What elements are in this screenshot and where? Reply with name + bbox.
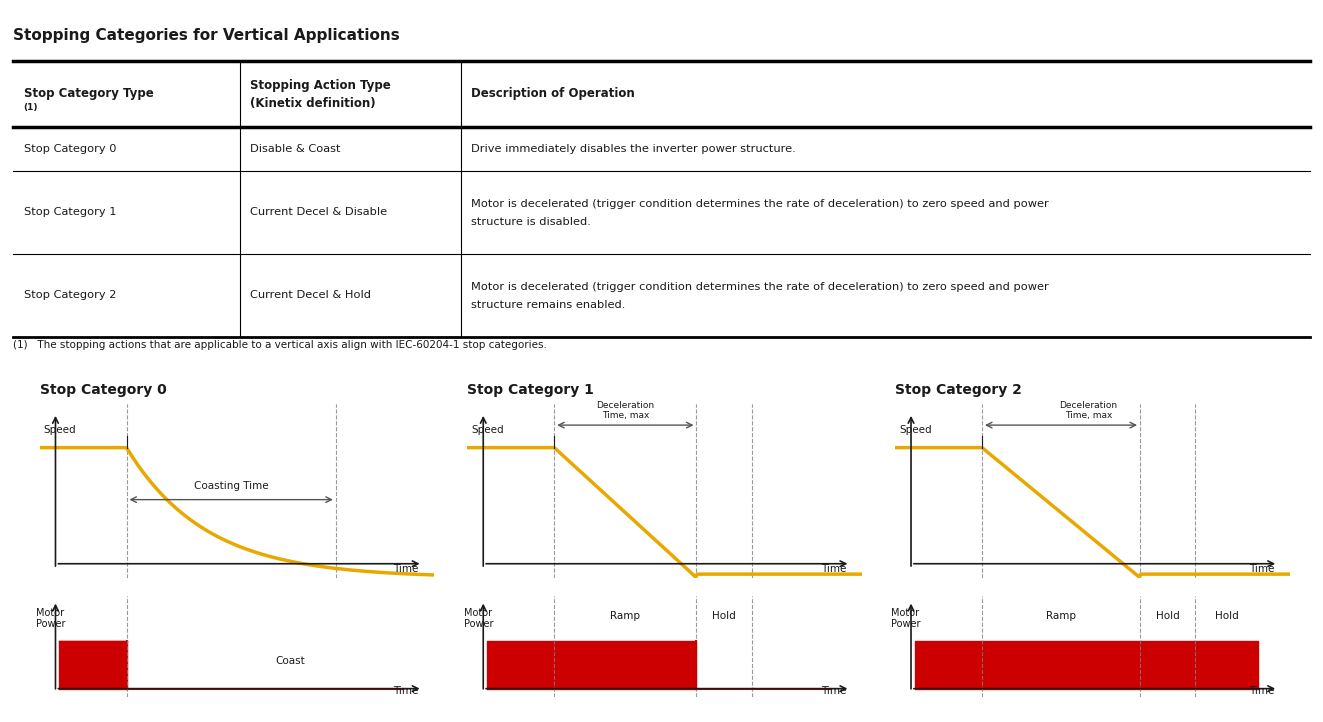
Text: (1)   The stopping actions that are applicable to a vertical axis align with IEC: (1) The stopping actions that are applic… <box>13 340 548 349</box>
Text: Coasting Time: Coasting Time <box>193 481 269 491</box>
Text: Time: Time <box>1249 686 1274 696</box>
Text: Stopping Categories for Vertical Applications: Stopping Categories for Vertical Applica… <box>13 28 400 43</box>
Text: Stop Category Type: Stop Category Type <box>24 87 153 100</box>
Text: Deceleration
Time, max: Deceleration Time, max <box>597 401 655 420</box>
Text: Coast: Coast <box>275 656 306 666</box>
Text: Hold: Hold <box>712 611 736 621</box>
Text: Stop Category 0: Stop Category 0 <box>40 383 167 397</box>
Text: Time: Time <box>822 686 847 696</box>
Text: Time: Time <box>393 565 418 575</box>
Text: Ramp: Ramp <box>611 486 639 496</box>
Text: Motor
Power: Motor Power <box>892 608 921 630</box>
Text: Current Decel & Hold: Current Decel & Hold <box>250 290 372 300</box>
Text: Ramp: Ramp <box>610 611 640 621</box>
Text: Time: Time <box>1249 565 1274 575</box>
Text: Disable & Coast: Disable & Coast <box>250 144 341 154</box>
Text: Speed: Speed <box>44 425 77 435</box>
Text: Speed: Speed <box>900 425 931 435</box>
Text: Stop Category 1: Stop Category 1 <box>467 383 594 397</box>
Text: (Kinetix definition): (Kinetix definition) <box>250 97 376 110</box>
Text: Motor is decelerated (trigger condition determines the rate of deceleration) to : Motor is decelerated (trigger condition … <box>471 282 1049 292</box>
Text: structure remains enabled.: structure remains enabled. <box>471 300 626 310</box>
Text: Time: Time <box>393 686 418 696</box>
Text: Stop Category 1: Stop Category 1 <box>24 207 116 217</box>
Text: Drive immediately disables the inverter power structure.: Drive immediately disables the inverter … <box>471 144 795 154</box>
Text: Description of Operation: Description of Operation <box>471 87 635 100</box>
Text: Hold: Hold <box>1156 611 1179 621</box>
Text: Stop Category 0: Stop Category 0 <box>24 144 116 154</box>
Text: Time: Time <box>822 565 847 575</box>
Text: Motor is decelerated (trigger condition determines the rate of deceleration) to : Motor is decelerated (trigger condition … <box>471 199 1049 209</box>
Text: Stopping Action Type: Stopping Action Type <box>250 79 392 92</box>
Text: Current Decel & Disable: Current Decel & Disable <box>250 207 388 217</box>
Text: Motor
Power: Motor Power <box>36 608 65 630</box>
Text: structure is disabled.: structure is disabled. <box>471 217 591 227</box>
Text: Stop Category 2: Stop Category 2 <box>896 383 1023 397</box>
Text: Stop Category 2: Stop Category 2 <box>24 290 116 300</box>
Text: Hold: Hold <box>1215 611 1238 621</box>
Text: (1): (1) <box>24 103 38 112</box>
Text: Ramp: Ramp <box>1046 611 1076 621</box>
Text: Speed: Speed <box>471 425 504 435</box>
Text: Deceleration
Time, max: Deceleration Time, max <box>1060 401 1118 420</box>
Text: Motor
Power: Motor Power <box>463 608 493 630</box>
